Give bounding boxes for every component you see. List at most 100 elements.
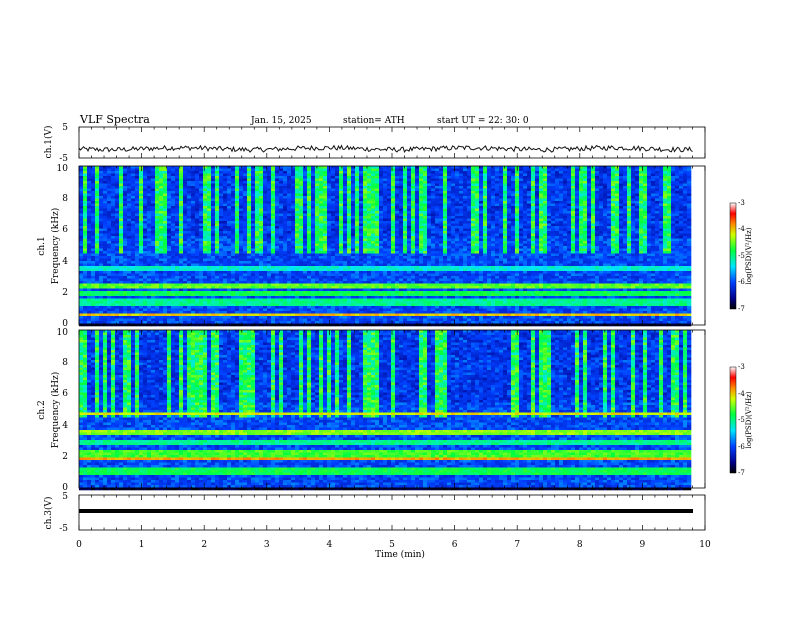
spectrogram-cell [155, 266, 159, 269]
spectrogram-cell [351, 276, 355, 279]
spectrogram-cell [279, 269, 283, 272]
spectrogram-cell [183, 296, 187, 299]
spectrogram-cell [99, 214, 103, 217]
spectrogram-cell [127, 249, 131, 252]
spectrogram-cell [251, 166, 255, 169]
spectrogram-cell [167, 174, 171, 177]
spectrogram-cell [183, 214, 187, 217]
spectrogram-cell [183, 294, 187, 297]
spectrogram-cell [323, 224, 327, 227]
spectrogram-cell [263, 259, 267, 262]
spectrogram-cell [343, 276, 347, 279]
spectrogram-cell [327, 256, 331, 259]
spectrogram-cell [115, 291, 119, 294]
spectrogram-cell [375, 239, 379, 242]
spectrogram-cell [223, 204, 227, 207]
spectrogram-cell [247, 166, 251, 169]
spectrogram-cell [87, 276, 91, 279]
spectrogram-cell [267, 219, 271, 222]
spectrogram-cell [335, 234, 339, 237]
spectrogram-cell [195, 204, 199, 207]
spectrogram-cell [207, 301, 211, 304]
spectrogram-cell [123, 284, 127, 287]
spectrogram-cell [255, 316, 259, 319]
spectrogram-cell [167, 226, 171, 229]
spectrogram-cell [307, 199, 311, 202]
spectrogram-cell [111, 221, 115, 224]
spectrogram-cell [211, 214, 215, 217]
spectrogram-cell [147, 289, 151, 292]
spectrogram-cell [303, 274, 307, 277]
spectrogram-cell [347, 184, 351, 187]
spectrogram-cell [171, 266, 175, 269]
spectrogram-cell [135, 251, 139, 254]
spectrogram-cell [259, 321, 263, 324]
spectrogram-cell [151, 279, 155, 282]
spectrogram-cell [243, 201, 247, 204]
spectrogram-cell [259, 211, 263, 214]
spectrogram-cell [259, 241, 263, 244]
spectrogram-cell [195, 274, 199, 277]
spectrogram-cell [203, 256, 207, 259]
spectrogram-cell [247, 301, 251, 304]
spectrogram-cell [231, 179, 235, 182]
spectrogram-cell [279, 299, 283, 302]
spectrogram-cell [219, 216, 223, 219]
spectrogram-cell [83, 304, 87, 307]
spectrogram-cell [255, 244, 259, 247]
spectrogram-cell [279, 181, 283, 184]
spectrogram-cell [311, 246, 315, 249]
spectrogram-cell [87, 231, 91, 234]
spectrogram-cell [255, 246, 259, 249]
spectrogram-cell [111, 206, 115, 209]
spectrogram-cell [147, 206, 151, 209]
spectrogram-cell [207, 206, 211, 209]
spectrogram-cell [327, 294, 331, 297]
spectrogram-cell [175, 231, 179, 234]
spectrogram-cell [219, 224, 223, 227]
spectrogram-cell [79, 261, 83, 264]
spectrogram-cell [343, 236, 347, 239]
spectrogram-cell [131, 231, 135, 234]
spectrogram-cell [167, 291, 171, 294]
spectrogram-cell [275, 241, 279, 244]
spectrogram-cell [79, 291, 83, 294]
spectrogram-cell [127, 221, 131, 224]
spectrogram-cell [191, 181, 195, 184]
spectrogram-cell [119, 281, 123, 284]
spectrogram-cell [283, 181, 287, 184]
spectrogram-cell [359, 171, 363, 174]
spectrogram-cell [251, 304, 255, 307]
spectrogram-cell [303, 261, 307, 264]
spectrogram-cell [91, 224, 95, 227]
spectrogram-cell [215, 276, 219, 279]
spectrogram-cell [151, 204, 155, 207]
spectrogram-cell [219, 209, 223, 212]
spectrogram-cell [107, 171, 111, 174]
spectrogram-cell [291, 231, 295, 234]
spectrogram-cell [107, 266, 111, 269]
spectrogram-cell [235, 176, 239, 179]
spectrogram-cell [251, 174, 255, 177]
spectrogram-cell [119, 296, 123, 299]
spectrogram-cell [207, 251, 211, 254]
spectrogram-cell [123, 314, 127, 317]
spectrogram-cell [287, 254, 291, 257]
spectrogram-cell [307, 211, 311, 214]
spectrogram-cell [327, 311, 331, 314]
spectrogram-cell [147, 216, 151, 219]
spectrogram-cell [211, 166, 215, 169]
spectrogram-cell [187, 196, 191, 199]
spectrogram-cell [203, 234, 207, 237]
spectrogram-cell [115, 231, 119, 234]
spectrogram-cell [211, 234, 215, 237]
spectrogram-cell [95, 216, 99, 219]
spectrogram-cell [271, 244, 275, 247]
spectrogram-cell [359, 214, 363, 217]
spectrogram-cell [227, 219, 231, 222]
spectrogram-cell [91, 276, 95, 279]
spectrogram-cell [279, 284, 283, 287]
spectrogram-cell [351, 269, 355, 272]
spectrogram-cell [131, 309, 135, 312]
spectrogram-cell [315, 181, 319, 184]
